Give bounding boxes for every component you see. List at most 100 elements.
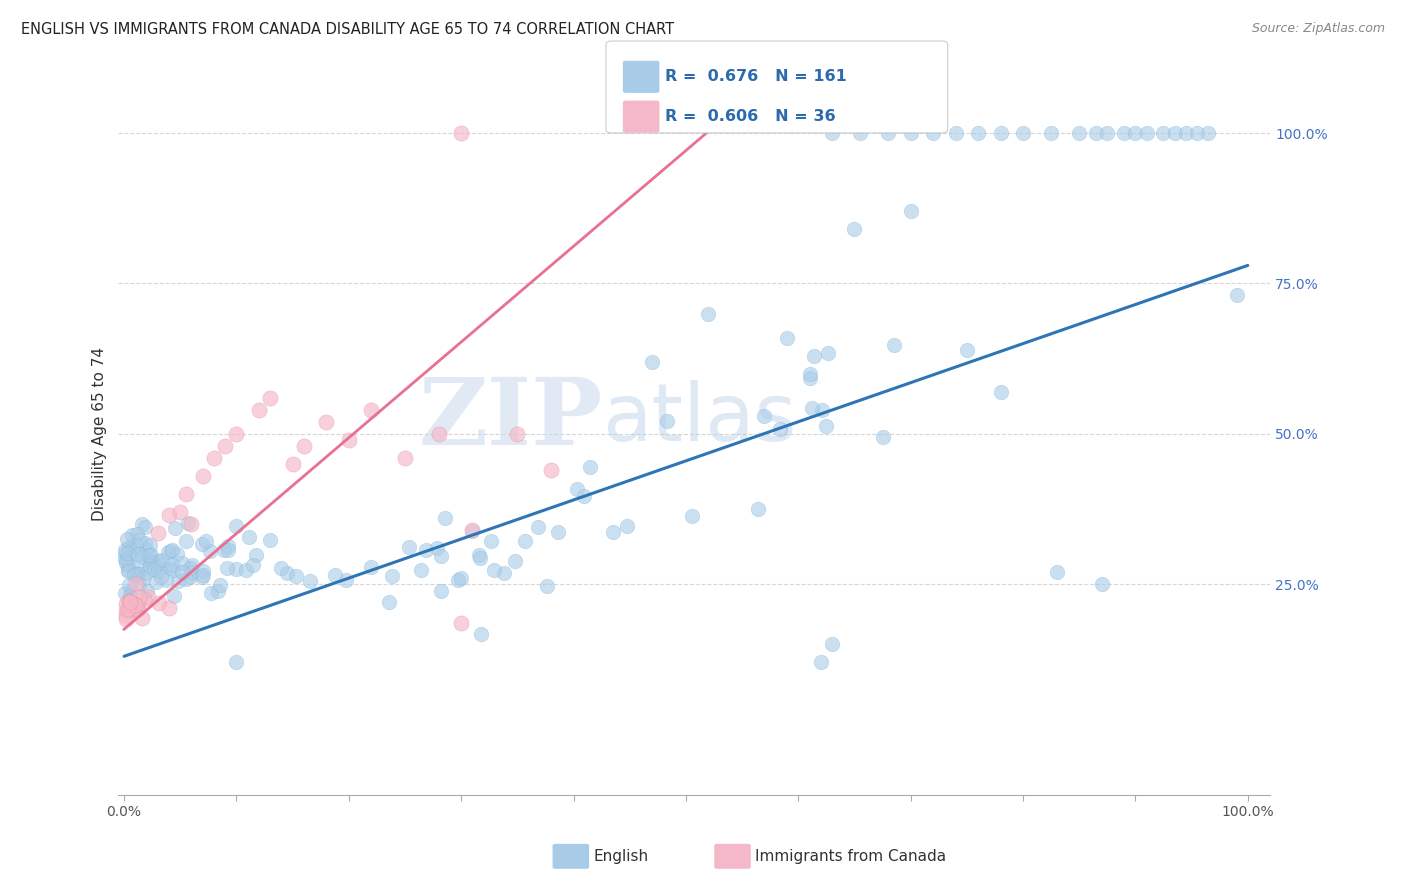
Point — [616, 519, 638, 533]
Point — [1091, 577, 1114, 591]
Point — [427, 426, 450, 441]
Point — [163, 521, 186, 535]
Point — [284, 569, 307, 583]
Point — [990, 126, 1012, 140]
Point — [225, 426, 247, 441]
Point — [900, 204, 922, 219]
Point — [127, 567, 149, 582]
Point — [139, 558, 162, 573]
Point — [409, 563, 432, 577]
Point — [945, 126, 967, 140]
Point — [127, 597, 149, 611]
Point — [817, 346, 839, 360]
Point — [799, 371, 821, 385]
Point — [247, 402, 270, 417]
Point — [1125, 126, 1147, 140]
Point — [132, 592, 155, 607]
Point — [270, 561, 292, 575]
Point — [752, 409, 775, 423]
Point — [292, 439, 315, 453]
Point — [922, 126, 945, 140]
Point — [461, 523, 484, 537]
Point — [238, 530, 260, 544]
Point — [214, 439, 236, 453]
Point — [446, 573, 468, 587]
Point — [117, 533, 139, 547]
Text: atlas: atlas — [602, 380, 797, 458]
Point — [298, 574, 321, 588]
Point — [776, 330, 799, 344]
Point — [323, 567, 346, 582]
Point — [127, 598, 149, 612]
Point — [170, 565, 193, 579]
Point — [138, 538, 160, 552]
Point — [149, 570, 172, 584]
Point — [494, 566, 516, 581]
Point — [811, 402, 834, 417]
Point — [118, 578, 141, 592]
Point — [1097, 126, 1119, 140]
Point — [177, 516, 200, 530]
Point — [115, 597, 138, 611]
Point — [120, 584, 142, 599]
Point — [128, 533, 150, 547]
Point — [128, 590, 150, 604]
Point — [527, 520, 550, 534]
Point — [315, 415, 337, 429]
Point — [118, 594, 141, 608]
Point — [844, 222, 866, 236]
Point — [450, 571, 472, 585]
Point — [426, 541, 449, 555]
Point — [579, 460, 602, 475]
Point — [121, 527, 143, 541]
Point — [195, 533, 218, 548]
Point — [378, 594, 401, 608]
Point — [225, 655, 247, 669]
Point — [202, 450, 225, 465]
Point — [166, 574, 188, 588]
Point — [115, 557, 138, 571]
Point — [132, 571, 155, 585]
Point — [207, 584, 229, 599]
Point — [145, 559, 167, 574]
Point — [1136, 126, 1159, 140]
Point — [138, 548, 160, 562]
Point — [134, 541, 156, 556]
Point — [430, 584, 453, 599]
Point — [567, 482, 589, 496]
Point — [170, 557, 193, 571]
Point — [536, 579, 558, 593]
Point — [174, 487, 197, 501]
Point — [430, 549, 453, 563]
Point — [484, 563, 506, 577]
Point — [117, 563, 139, 577]
Point — [125, 526, 148, 541]
Text: Source: ZipAtlas.com: Source: ZipAtlas.com — [1251, 22, 1385, 36]
Point — [142, 561, 165, 575]
Point — [139, 557, 162, 571]
Point — [162, 563, 184, 577]
Point — [124, 598, 146, 612]
Point — [174, 572, 197, 586]
Point — [217, 539, 239, 553]
Y-axis label: Disability Age 65 to 74: Disability Age 65 to 74 — [93, 347, 107, 521]
Point — [217, 542, 239, 557]
Point — [956, 343, 979, 357]
Point — [800, 401, 823, 415]
Point — [180, 565, 202, 579]
Point — [450, 616, 472, 631]
Point — [799, 367, 821, 381]
Point — [394, 450, 416, 465]
Point — [160, 558, 183, 573]
Point — [157, 601, 180, 615]
Point — [450, 126, 472, 140]
Point — [131, 549, 153, 564]
Point — [225, 561, 247, 575]
Text: R =  0.606   N = 36: R = 0.606 N = 36 — [665, 109, 835, 124]
Point — [849, 126, 872, 140]
Point — [115, 612, 138, 626]
Point — [191, 570, 214, 584]
Point — [131, 516, 153, 531]
Point — [129, 552, 152, 566]
Point — [114, 545, 136, 559]
